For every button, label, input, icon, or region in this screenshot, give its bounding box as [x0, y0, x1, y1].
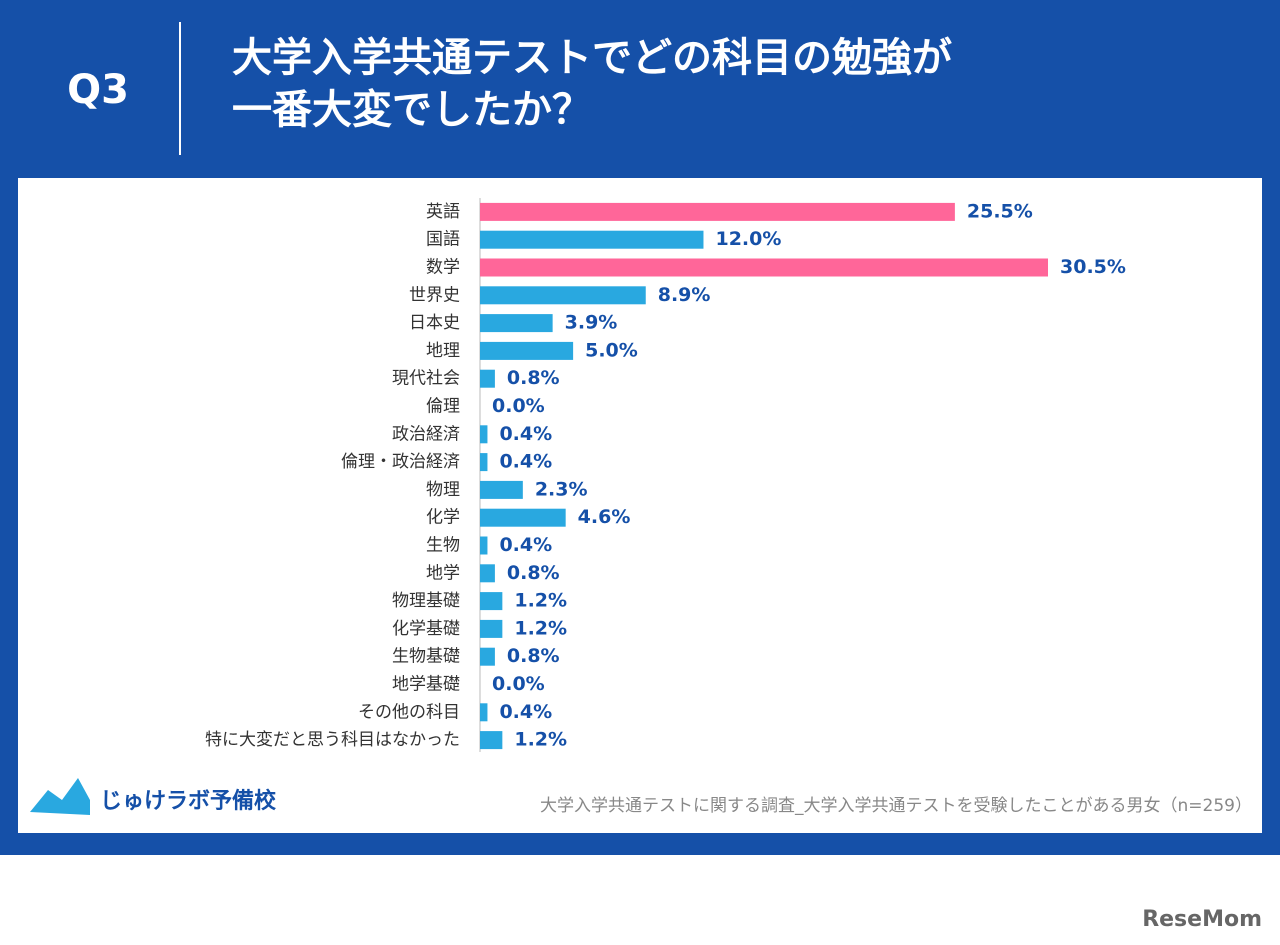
- logo-icon: [30, 778, 90, 815]
- value-label: 30.5%: [1060, 256, 1126, 278]
- bar: [480, 647, 495, 666]
- bar: [480, 592, 503, 611]
- category-label: 倫理・政治経済: [341, 452, 460, 472]
- category-label: 地理: [426, 341, 460, 361]
- category-label: 生物基礎: [392, 647, 460, 667]
- value-label: 5.0%: [585, 339, 638, 361]
- category-label: 特に大変だと思う科目はなかった: [205, 730, 460, 750]
- question-label: Q3: [67, 67, 129, 113]
- category-label: 地学: [426, 563, 460, 583]
- category-label: 倫理: [426, 397, 460, 417]
- value-label: 4.6%: [578, 506, 631, 528]
- category-label: 物理基礎: [392, 591, 460, 611]
- value-label: 1.2%: [514, 590, 567, 612]
- value-label: 0.4%: [499, 423, 552, 445]
- category-label: 世界史: [409, 285, 460, 305]
- category-label: 政治経済: [392, 424, 460, 444]
- category-label: 日本史: [409, 313, 460, 333]
- category-label: その他の科目: [358, 702, 460, 722]
- value-label: 1.2%: [514, 729, 567, 751]
- category-label: 国語: [426, 230, 460, 250]
- bar: [480, 314, 553, 333]
- bar: [480, 731, 503, 750]
- watermark: ReseMom: [1142, 907, 1262, 932]
- category-label: 現代社会: [392, 369, 460, 389]
- category-label: 地学基礎: [392, 675, 460, 695]
- bar: [480, 258, 1048, 277]
- value-label: 2.3%: [535, 478, 588, 500]
- value-label: 0.4%: [499, 534, 552, 556]
- bar: [480, 286, 646, 305]
- bar: [480, 564, 495, 583]
- value-label: 0.0%: [492, 673, 545, 695]
- value-label: 0.0%: [492, 395, 545, 417]
- title-line: 一番大変でしたか？: [232, 87, 592, 133]
- bar: [480, 369, 495, 388]
- value-label: 8.9%: [658, 284, 711, 306]
- bar: [480, 703, 488, 722]
- bar: [480, 425, 488, 444]
- category-label: 化学基礎: [392, 619, 460, 639]
- value-label: 0.4%: [499, 701, 552, 723]
- category-label: 物理: [426, 480, 460, 500]
- bar: [480, 202, 955, 221]
- category-label: 数学: [426, 258, 460, 278]
- bar: [480, 536, 488, 555]
- bar: [480, 480, 523, 499]
- category-label: 英語: [426, 202, 460, 222]
- value-label: 0.8%: [507, 562, 560, 584]
- value-label: 3.9%: [565, 312, 618, 334]
- category-label: 生物: [426, 536, 460, 556]
- value-label: 1.2%: [514, 617, 567, 639]
- value-label: 12.0%: [715, 228, 781, 250]
- bar: [480, 341, 574, 360]
- logo: じゅけラボ予備校: [30, 778, 277, 815]
- value-label: 0.8%: [507, 645, 560, 667]
- bar: [480, 453, 488, 472]
- bar: [480, 619, 503, 638]
- value-label: 0.8%: [507, 367, 560, 389]
- value-label: 0.4%: [499, 451, 552, 473]
- logo-text: じゅけラボ予備校: [100, 788, 277, 814]
- category-label: 化学: [426, 508, 460, 528]
- title-line: 大学入学共通テストでどの科目の勉強が: [232, 35, 952, 81]
- bar: [480, 508, 566, 527]
- bar: [480, 230, 704, 249]
- value-label: 25.5%: [967, 200, 1033, 222]
- note: 大学入学共通テストに関する調査_大学入学共通テストを受験したことがある男女（n=…: [540, 796, 1252, 816]
